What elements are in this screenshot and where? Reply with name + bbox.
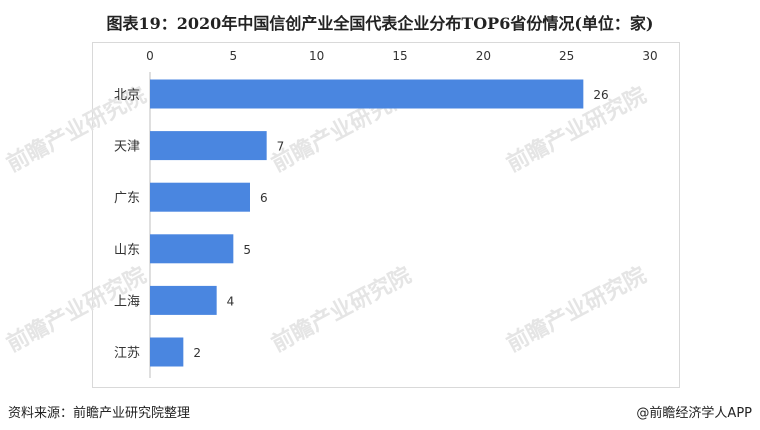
data-label: 26	[593, 88, 608, 102]
bar	[150, 234, 234, 264]
source-note: 资料来源：前瞻产业研究院整理	[8, 406, 191, 421]
brand-credit: @前瞻经济学人APP	[636, 406, 752, 421]
bar	[150, 131, 267, 161]
bar	[150, 285, 217, 315]
x-tick-label: 25	[559, 49, 574, 63]
bar	[150, 79, 584, 109]
x-tick-label: 30	[642, 49, 657, 63]
x-tick-label: 20	[476, 49, 491, 63]
data-label: 5	[243, 243, 251, 257]
category-label: 上海	[114, 294, 140, 309]
data-label: 7	[277, 140, 285, 154]
x-tick-label: 10	[309, 49, 324, 63]
data-label: 4	[227, 294, 235, 308]
data-label: 2	[193, 346, 201, 360]
x-tick-label: 5	[230, 49, 238, 63]
x-tick-label: 15	[392, 49, 407, 63]
bar	[150, 337, 184, 367]
chart-title: 图表19：2020年中国信创产业全国代表企业分布TOP6省份情况(单位：家)	[106, 14, 654, 33]
data-label: 6	[260, 191, 268, 205]
category-label: 北京	[114, 88, 140, 103]
category-label: 广东	[114, 191, 140, 206]
category-label: 山东	[114, 243, 140, 258]
bar	[150, 182, 250, 212]
x-tick-label: 0	[146, 49, 154, 63]
chart-frame	[92, 42, 680, 388]
category-label: 天津	[114, 140, 140, 155]
category-label: 江苏	[114, 345, 140, 361]
